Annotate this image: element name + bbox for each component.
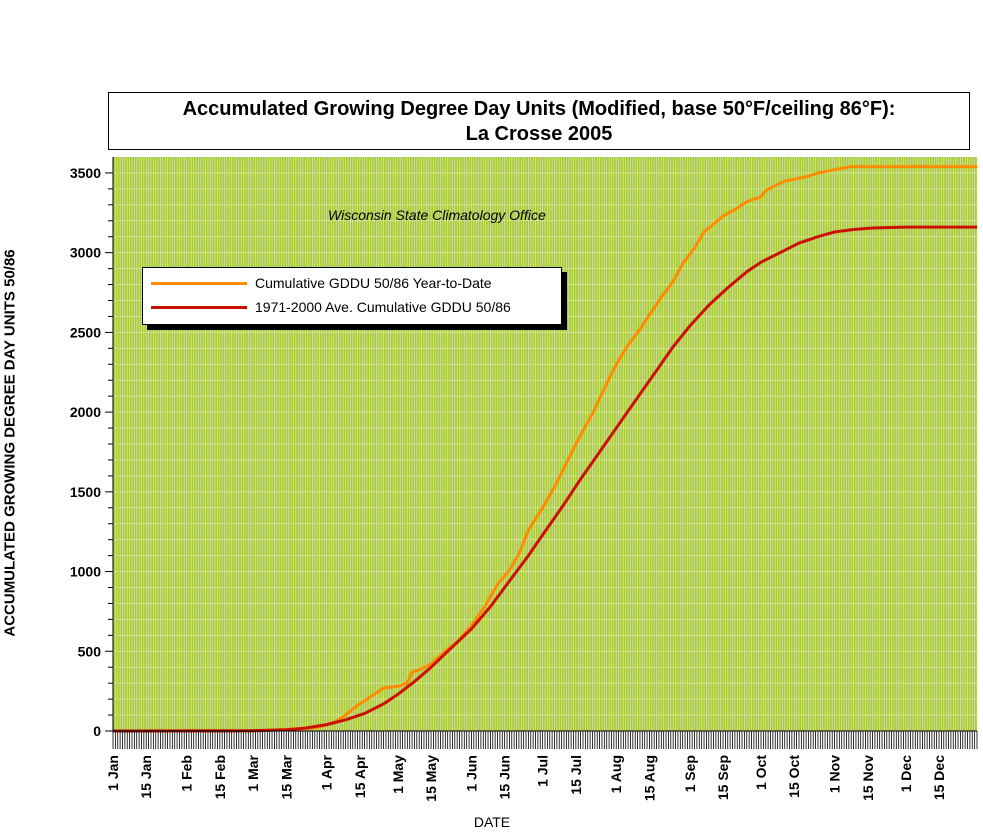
x-tick-label: 1 Oct — [753, 755, 769, 790]
x-tick-label: 1 Feb — [179, 755, 195, 792]
x-axis-label: DATE — [473, 814, 511, 830]
series-line-average — [112, 225, 977, 733]
legend-item-ytd: Cumulative GDDU 50/86 Year-to-Date — [151, 274, 492, 292]
y-tick-label: 1000 — [70, 564, 101, 580]
chart-legend: Cumulative GDDU 50/86 Year-to-Date 1971-… — [142, 267, 562, 325]
x-tick-label: 15 Sep — [715, 755, 731, 800]
legend-swatch-ytd — [151, 281, 247, 285]
chart-title: Accumulated Growing Degree Day Units (Mo… — [182, 98, 896, 120]
x-tick-label: 1 Mar — [245, 754, 261, 791]
legend-item-average: 1971-2000 Ave. Cumulative GDDU 50/86 — [151, 298, 511, 316]
x-tick-label: 15 May — [423, 755, 439, 802]
x-tick-label: 1 Aug — [608, 755, 624, 793]
x-tick-label: 15 Aug — [641, 755, 657, 801]
y-tick-label: 3000 — [70, 245, 101, 261]
y-tick-label: 500 — [78, 643, 102, 659]
series-line-ytd — [113, 165, 977, 733]
x-tick-label: 15 Dec — [931, 755, 947, 800]
chart-title-box: Accumulated Growing Degree Day Units (Mo… — [108, 92, 970, 150]
y-tick-label: 0 — [93, 723, 101, 739]
chart-annotation: Wisconsin State Climatology Office — [328, 207, 546, 223]
x-tick-label: 15 Feb — [212, 755, 228, 799]
x-tick-label: 1 Apr — [319, 754, 335, 790]
y-tick-label: 2000 — [70, 404, 101, 420]
chart-subtitle: La Crosse 2005 — [465, 123, 613, 145]
x-tick-label: 15 Jul — [568, 755, 584, 795]
x-tick-label: 1 Jan — [105, 755, 121, 791]
legend-label-average: 1971-2000 Ave. Cumulative GDDU 50/86 — [255, 299, 511, 315]
x-tick-label: 15 Nov — [860, 755, 876, 801]
y-axis-label: ACCUMULATED GROWING DEGREE DAY UNITS 50/… — [1, 249, 19, 637]
x-tick-label: 15 Apr — [352, 754, 368, 798]
x-tick-label: 15 Mar — [278, 754, 294, 799]
x-tick-label: 1 Jul — [535, 755, 551, 787]
legend-swatch-average — [151, 305, 247, 309]
x-tick-label: 1 Sep — [682, 755, 698, 792]
x-tick-label: 1 Jun — [463, 755, 479, 792]
x-tick-label: 1 May — [390, 755, 406, 794]
x-tick-label: 1 Dec — [898, 755, 914, 793]
x-tick-label: 1 Nov — [827, 755, 843, 793]
x-tick-label: 15 Jun — [497, 755, 513, 799]
y-tick-label: 2500 — [70, 324, 101, 340]
y-tick-label: 1500 — [70, 484, 101, 500]
x-tick-label: 15 Jan — [138, 755, 154, 799]
x-tick-label: 15 Oct — [786, 755, 802, 798]
y-tick-label: 3500 — [70, 165, 101, 181]
legend-label-ytd: Cumulative GDDU 50/86 Year-to-Date — [255, 275, 492, 291]
x-daily-ticks — [112, 731, 978, 749]
